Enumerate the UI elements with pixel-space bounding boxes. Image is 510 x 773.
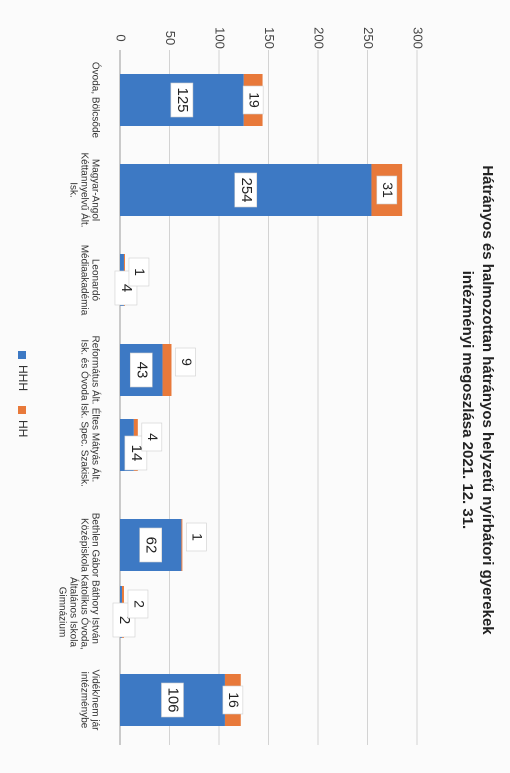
data-label-box-hh	[186, 522, 207, 552]
data-label-hhh: 14	[128, 445, 145, 462]
y-tick-label: 200	[312, 27, 327, 49]
bar-hh	[181, 519, 183, 571]
legend-label: HH	[16, 420, 30, 437]
data-label-box-hhh	[234, 172, 258, 208]
data-label-box-hh	[222, 685, 244, 715]
y-tick-label: 250	[361, 27, 376, 49]
category-label: Magyar-Angol	[89, 159, 100, 221]
category-label: Éltes Mátyás Ált.	[89, 408, 102, 482]
category-label: Református Ált.	[89, 336, 102, 405]
legend-label: HHH	[16, 365, 30, 391]
data-label-hh: 1	[190, 533, 206, 541]
category-label: Gimnázium	[56, 587, 67, 638]
data-label-box-hh	[242, 85, 264, 115]
category-label: Katolikus Óvoda,	[78, 574, 91, 650]
data-label-box-hh	[141, 422, 163, 452]
data-label-box-hhh	[161, 682, 184, 718]
data-label-hh: 4	[145, 433, 161, 441]
y-tick-label: 300	[411, 27, 426, 49]
category-label: Bethlen Gábor	[89, 513, 100, 578]
data-label-box-hh	[127, 589, 149, 619]
y-tick-label: 0	[114, 34, 129, 41]
data-label-hh: 31	[380, 182, 396, 198]
data-label-hhh: 4	[118, 284, 135, 292]
data-label-box-hhh	[170, 82, 194, 118]
category-label: Isk. és Óvoda	[78, 339, 91, 401]
category-label: Báthory István	[89, 580, 100, 644]
data-label-hh: 2	[131, 600, 147, 608]
category-label: Médiaakadémia	[78, 245, 89, 316]
legend-swatch	[18, 406, 26, 414]
chart-title: Hátrányos és halmozottan hátrányos helyz…	[479, 165, 496, 635]
data-label-hhh: 125	[174, 87, 191, 112]
bar-hh	[162, 344, 172, 396]
data-label-hhh: 2	[116, 616, 133, 624]
y-tick-label: 150	[262, 27, 277, 49]
category-label: Középiskola	[78, 518, 89, 572]
data-label-hh: 19	[246, 92, 262, 108]
legend-swatch	[18, 351, 26, 359]
data-label-hh: 9	[179, 358, 195, 366]
data-label-hhh: 43	[133, 362, 150, 379]
category-label: Óvoda, Bölcsőde	[89, 62, 102, 139]
data-label-box-hh	[175, 347, 196, 377]
data-label-hhh: 106	[165, 687, 182, 712]
data-label-hhh: 254	[238, 177, 255, 202]
category-label: Isk. Spec. Szakisk.	[78, 403, 89, 487]
category-label: intézménybe	[78, 672, 89, 729]
category-label: Általános Iskola	[67, 577, 80, 647]
category-label: Isk.	[67, 182, 78, 198]
data-label-box-hh	[128, 257, 150, 287]
data-label-box-hh	[376, 175, 398, 205]
chart-title: intézményi megoszlása 2021. 12. 31.	[459, 271, 476, 529]
data-label-hh: 1	[132, 268, 148, 276]
data-label-box-hhh	[129, 352, 153, 388]
data-label-box-hhh	[124, 435, 148, 471]
y-tick-label: 50	[163, 31, 178, 45]
y-tick-label: 100	[213, 27, 228, 49]
data-label-box-hhh	[139, 527, 162, 563]
data-label-hh: 16	[226, 692, 242, 708]
category-label: Kéttannyelvű Ált.	[78, 152, 91, 227]
data-label-hhh: 62	[143, 537, 160, 554]
category-label: Leonardó	[89, 259, 100, 302]
category-label: Vidék/nem jár	[89, 670, 100, 732]
